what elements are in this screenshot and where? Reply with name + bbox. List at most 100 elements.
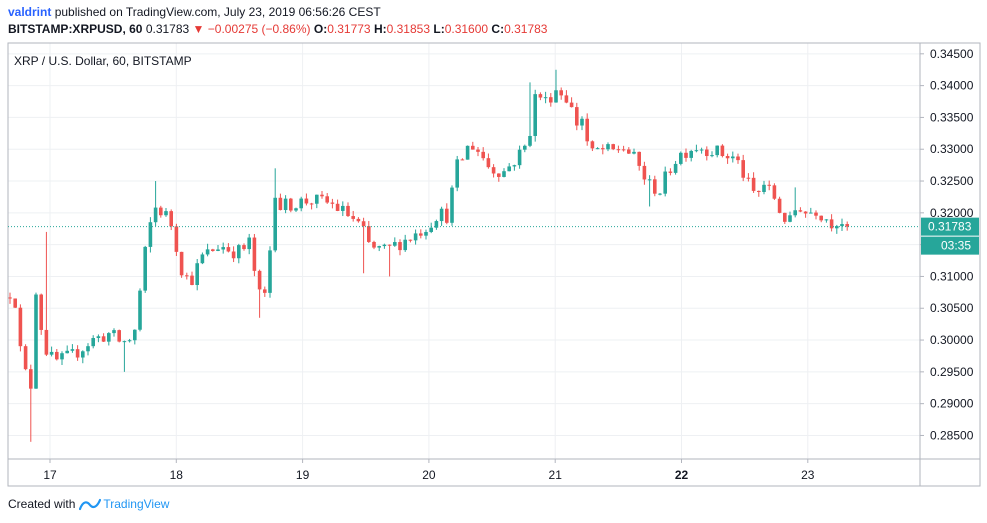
candle-body-up: [809, 212, 813, 214]
candle-body-down: [257, 270, 262, 290]
candle-body-down: [476, 149, 480, 152]
candle-body-up: [840, 224, 844, 227]
high-value: 0.31853: [386, 22, 431, 36]
candle-body-up: [502, 171, 506, 177]
candle-body-down: [569, 102, 574, 108]
y-tick-label: 0.28500: [930, 428, 974, 442]
candle-body-down: [746, 177, 751, 179]
candle-body-down: [777, 198, 782, 213]
candle-body-down: [44, 329, 49, 355]
candle-body-down: [39, 294, 43, 330]
candle-body-down: [616, 149, 621, 151]
candle-body-up: [247, 237, 251, 250]
candle-body-up: [533, 94, 537, 136]
candle-body-down: [486, 158, 491, 168]
symbol-label: BITSTAMP:XRPUSD, 60: [8, 22, 143, 36]
chart-frame: [7, 42, 981, 487]
x-tick-label: 23: [801, 468, 815, 482]
candle-body-up: [528, 135, 532, 146]
candle-body-down: [611, 144, 615, 150]
candle-body-down: [190, 275, 194, 285]
candles: [8, 69, 849, 442]
x-tick-label: 17: [43, 468, 57, 482]
candle-body-down: [169, 211, 173, 227]
y-tick-label: 0.30000: [930, 333, 974, 347]
candle-body-down: [445, 208, 449, 223]
candle-body-up: [34, 294, 38, 389]
candle-body-up: [112, 330, 116, 334]
last-price-tag-label: 0.31783: [928, 220, 972, 234]
candle-body-down: [575, 107, 579, 126]
candle-body-down: [75, 349, 80, 358]
x-tick-label: 21: [549, 468, 563, 482]
candle-body-down: [460, 159, 465, 161]
candle-body-up: [429, 227, 433, 232]
symbol-ohlc-line: BITSTAMP:XRPUSD, 60 0.31783 ▼ −0.00275 (…: [8, 22, 547, 36]
candle-body-down: [798, 210, 803, 212]
candle-body-up: [465, 145, 470, 160]
candle-body-up: [393, 242, 397, 246]
candle-body-down: [668, 171, 673, 173]
candle-body-up: [237, 245, 241, 259]
candle-body-up: [107, 333, 111, 342]
candle-body-down: [252, 237, 257, 271]
candle-body-up: [143, 246, 147, 291]
candle-body-down: [117, 330, 121, 342]
candle-body-down: [627, 149, 631, 154]
last-price: 0.31783: [145, 22, 190, 36]
candle-body-up: [793, 210, 797, 216]
candle-body-up: [96, 336, 101, 339]
tradingview-brand[interactable]: TradingView: [103, 497, 170, 511]
candle-body-down: [278, 197, 283, 211]
candle-body-up: [517, 149, 522, 166]
published-text: published on TradingView.com, July 23, 2…: [54, 5, 381, 19]
candle-body-down: [361, 221, 366, 227]
candle-body-down: [814, 212, 818, 216]
close-label: C:: [491, 22, 505, 36]
last-price-tag: [921, 217, 979, 236]
candle-body-down: [408, 239, 413, 241]
candle-body-down: [585, 118, 589, 142]
candle-body-down: [387, 244, 392, 246]
time-axis[interactable]: 17 18 19 20 21 22 23: [43, 459, 815, 482]
author-name[interactable]: valdrint: [8, 5, 52, 19]
candle-body-down: [481, 151, 485, 159]
candle-body-up: [60, 353, 64, 360]
countdown-tag: [921, 236, 979, 255]
candle-body-down: [491, 167, 496, 174]
candle-body-down: [601, 148, 605, 150]
candle-body-up: [195, 263, 199, 285]
candle-body-down: [29, 369, 33, 389]
candle-body-down: [372, 241, 376, 248]
candle-body-down: [211, 249, 215, 251]
candle-body-down: [23, 346, 28, 370]
candle-body-down: [549, 97, 553, 103]
y-tick-label: 0.31000: [930, 269, 974, 283]
candle-body-down: [101, 336, 106, 342]
candle-body-up: [424, 231, 428, 236]
grid-lines: [8, 43, 920, 459]
candle-body-down: [736, 156, 740, 161]
candle-body-up: [694, 150, 699, 152]
low-label: L:: [433, 22, 445, 36]
candle-body-up: [507, 166, 511, 172]
candle-body-up: [49, 351, 54, 355]
candle-body-up: [341, 205, 345, 211]
candle-body-up: [148, 222, 153, 247]
candle-body-up: [595, 148, 600, 150]
tradingview-logo-icon: [79, 498, 102, 511]
candle-body-down: [590, 141, 595, 149]
candle-body-up: [65, 350, 69, 354]
low-value: 0.31600: [444, 22, 489, 36]
candle-body-down: [8, 297, 12, 299]
candle-body-down: [325, 196, 329, 203]
candle-body-up: [512, 165, 517, 167]
candle-body-down: [185, 275, 189, 277]
candle-body-up: [81, 351, 85, 358]
candle-body-down: [741, 160, 745, 178]
candle-body-up: [127, 340, 132, 342]
candle-body-up: [762, 184, 766, 192]
candle-body-down: [829, 219, 834, 229]
candle-body-down: [642, 165, 647, 180]
